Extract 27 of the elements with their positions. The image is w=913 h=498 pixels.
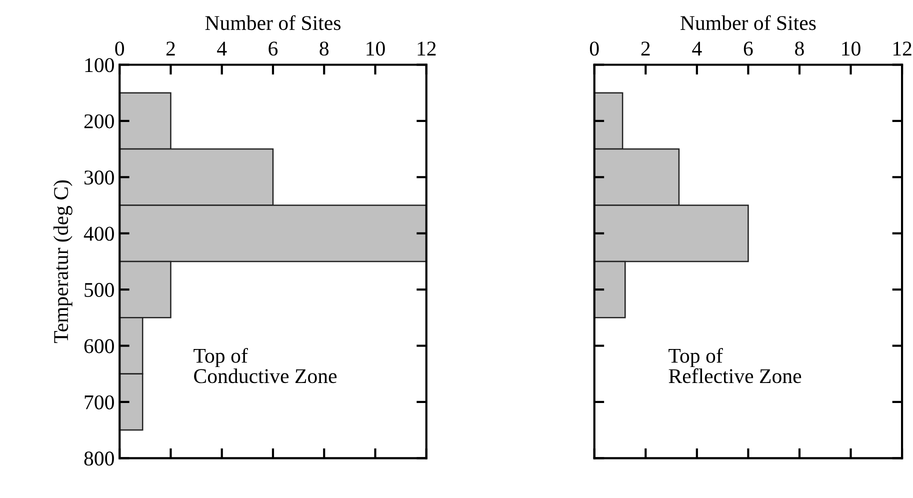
y-tick-label: 500 xyxy=(84,282,114,297)
annotation: Top of Conductive Zone xyxy=(194,348,337,384)
y-tick-label: 100 xyxy=(85,58,114,72)
y-tick-label: 800 xyxy=(84,452,114,466)
x-tick-label: 6 xyxy=(744,42,753,56)
x-axis-title: Number of Sites xyxy=(680,15,816,30)
y-tick-label: 300 xyxy=(84,170,114,185)
y-tick-label: 200 xyxy=(84,114,114,128)
x-tick-label: 4 xyxy=(217,42,227,56)
y-tick-label: 700 xyxy=(84,395,114,410)
y-tick-label: 400 xyxy=(84,226,114,241)
x-tick-label: 12 xyxy=(893,42,912,56)
x-tick-label: 4 xyxy=(692,42,702,56)
x-tick-label: 10 xyxy=(366,42,385,56)
x-tick-label: 2 xyxy=(641,42,650,56)
x-tick-label: 0 xyxy=(590,42,599,56)
x-tick-label: 2 xyxy=(166,42,175,56)
x-tick-label: 8 xyxy=(795,42,804,56)
x-tick-label: 8 xyxy=(320,42,329,56)
x-tick-label: 10 xyxy=(842,42,860,56)
x-tick-label: 6 xyxy=(268,42,278,56)
x-axis-title: Number of Sites xyxy=(205,15,341,30)
x-tick-label: 0 xyxy=(115,42,124,56)
y-tick-label: 600 xyxy=(84,339,114,354)
y-axis-title: Temperatur (deg C) xyxy=(53,180,72,344)
x-tick-label: 12 xyxy=(418,42,436,56)
annotation: Top of Reflective Zone xyxy=(668,348,802,384)
